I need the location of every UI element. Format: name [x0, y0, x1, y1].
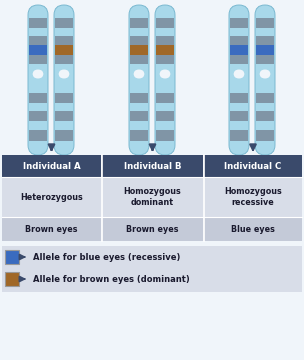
- FancyBboxPatch shape: [133, 69, 144, 78]
- FancyBboxPatch shape: [255, 5, 275, 155]
- Bar: [204, 177, 302, 217]
- Bar: [55, 54, 73, 64]
- Text: Allele for blue eyes (recessive): Allele for blue eyes (recessive): [33, 252, 180, 261]
- Bar: [5, 272, 19, 286]
- Bar: [156, 18, 174, 28]
- Bar: [156, 111, 174, 121]
- Text: Brown eyes: Brown eyes: [25, 225, 78, 234]
- Bar: [204, 155, 302, 177]
- FancyBboxPatch shape: [233, 69, 244, 78]
- FancyBboxPatch shape: [33, 69, 43, 78]
- Bar: [29, 18, 47, 28]
- Bar: [256, 93, 274, 103]
- Text: Blue eyes: Blue eyes: [231, 225, 275, 234]
- Bar: [130, 18, 148, 28]
- FancyBboxPatch shape: [54, 5, 74, 155]
- Bar: [5, 250, 19, 264]
- Bar: [130, 36, 148, 46]
- Bar: [29, 45, 47, 55]
- Bar: [230, 93, 248, 103]
- Bar: [55, 111, 73, 121]
- Bar: [2, 246, 302, 292]
- Bar: [130, 93, 148, 103]
- Text: Individual C: Individual C: [224, 162, 282, 171]
- Bar: [55, 45, 73, 55]
- Bar: [156, 36, 174, 46]
- FancyBboxPatch shape: [58, 69, 70, 78]
- Bar: [230, 130, 248, 141]
- Bar: [256, 18, 274, 28]
- Bar: [256, 45, 274, 55]
- Bar: [130, 111, 148, 121]
- Bar: [55, 18, 73, 28]
- Bar: [55, 36, 73, 46]
- Text: Brown eyes: Brown eyes: [126, 225, 179, 234]
- Text: Allele for brown eyes (dominant): Allele for brown eyes (dominant): [33, 274, 190, 284]
- Bar: [55, 93, 73, 103]
- FancyBboxPatch shape: [260, 69, 271, 78]
- FancyBboxPatch shape: [229, 5, 249, 155]
- Bar: [256, 54, 274, 64]
- Bar: [230, 36, 248, 46]
- Bar: [156, 45, 174, 55]
- Bar: [230, 111, 248, 121]
- Bar: [29, 93, 47, 103]
- Bar: [2, 177, 101, 217]
- Bar: [55, 130, 73, 141]
- Bar: [102, 217, 203, 241]
- Bar: [102, 177, 203, 217]
- Bar: [156, 54, 174, 64]
- Bar: [102, 155, 203, 177]
- Bar: [230, 45, 248, 55]
- Bar: [2, 155, 101, 177]
- Bar: [156, 130, 174, 141]
- Bar: [29, 130, 47, 141]
- FancyBboxPatch shape: [129, 5, 149, 155]
- Bar: [130, 130, 148, 141]
- Bar: [156, 93, 174, 103]
- Bar: [256, 130, 274, 141]
- FancyBboxPatch shape: [160, 69, 171, 78]
- Text: Homozygous
dominant: Homozygous dominant: [124, 187, 181, 207]
- Text: Individual B: Individual B: [124, 162, 181, 171]
- Text: Heterozygous: Heterozygous: [20, 193, 83, 202]
- Bar: [29, 111, 47, 121]
- Bar: [2, 217, 101, 241]
- Bar: [256, 36, 274, 46]
- Bar: [204, 217, 302, 241]
- Bar: [130, 54, 148, 64]
- Text: Homozygous
recessive: Homozygous recessive: [224, 187, 282, 207]
- Bar: [29, 54, 47, 64]
- Bar: [29, 36, 47, 46]
- Bar: [256, 111, 274, 121]
- FancyBboxPatch shape: [155, 5, 175, 155]
- FancyBboxPatch shape: [28, 5, 48, 155]
- Bar: [230, 54, 248, 64]
- Bar: [130, 45, 148, 55]
- Bar: [2, 155, 300, 241]
- Text: Individual A: Individual A: [23, 162, 80, 171]
- Bar: [230, 18, 248, 28]
